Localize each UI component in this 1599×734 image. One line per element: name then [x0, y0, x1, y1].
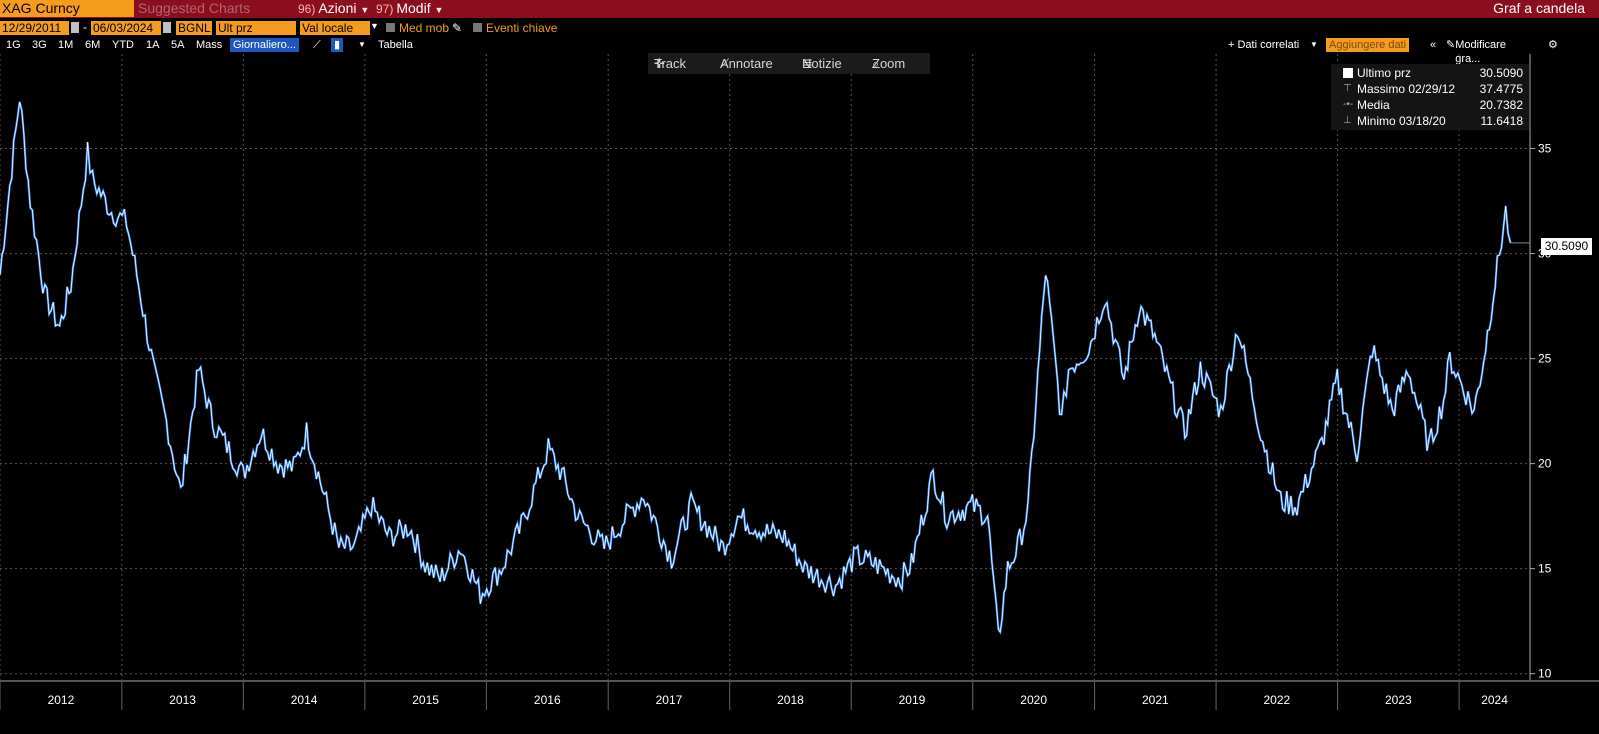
- calendar-icon[interactable]: [163, 22, 171, 33]
- x-tick-label: 2013: [169, 693, 196, 707]
- date-separator: -: [83, 20, 87, 34]
- moving-avg-checkbox[interactable]: [386, 23, 395, 32]
- gear-icon[interactable]: ⚙: [1548, 39, 1558, 51]
- legend-max: ⊤ Massimo 02/29/12 37.4775: [1331, 81, 1529, 97]
- range-1a[interactable]: 1A: [146, 39, 160, 51]
- candle-chart-icon[interactable]: ▮: [331, 38, 344, 52]
- x-tick-label: 2012: [48, 693, 75, 707]
- x-tick-label: 2022: [1263, 693, 1290, 707]
- zoom-label: Zoom: [872, 56, 906, 71]
- moving-avg-label: Med mob: [399, 21, 450, 35]
- end-date-field[interactable]: 06/03/2024: [91, 21, 161, 35]
- price-series-line: [0, 101, 1512, 635]
- legend-min-value: 11.6418: [1480, 114, 1524, 128]
- actions-menu-number: 96): [298, 2, 316, 16]
- max-marker-icon: ⊤: [1343, 83, 1352, 94]
- range-max[interactable]: Mass: [196, 39, 223, 51]
- actions-menu[interactable]: 96) Azioni ▼: [298, 0, 369, 19]
- y-tick-label: 25: [1538, 352, 1552, 366]
- actions-menu-label: Azioni: [318, 0, 357, 16]
- magnifier-icon: ⌕: [872, 56, 880, 71]
- news-icon: ≣: [802, 56, 813, 71]
- chart-legend: Ultimo prz 30.5090 ⊤ Massimo 02/29/12 37…: [1331, 64, 1529, 130]
- track-label: Track: [654, 56, 687, 71]
- last-price-tag: 30.5090: [1541, 238, 1592, 255]
- x-tick-label: 2019: [899, 693, 926, 707]
- chevron-down-icon: ▼: [1310, 40, 1318, 49]
- range-1m[interactable]: 1M: [58, 39, 74, 51]
- currency-select[interactable]: Val locale: [300, 21, 370, 35]
- legend-last-value: 30.5090: [1479, 66, 1523, 80]
- crosshair-icon: ✛: [654, 56, 665, 71]
- price-series-highlight: [0, 101, 1511, 634]
- start-date-field[interactable]: 12/29/2011: [0, 21, 69, 35]
- price-field[interactable]: Ult prz: [216, 21, 296, 35]
- x-tick-label: 2015: [412, 693, 439, 707]
- range-row: 1G 3G 1M 6M YTD 1A 5A Mass Giornaliero..…: [0, 38, 1599, 65]
- legend-avg: -•- Media 20.7382: [1331, 97, 1529, 113]
- pencil-icon: ⟋: [720, 56, 730, 71]
- range-3g[interactable]: 3G: [32, 39, 47, 51]
- edit-menu-label: Modif: [396, 0, 431, 16]
- edit-menu[interactable]: 97) Modif ▼: [376, 0, 443, 19]
- legend-avg-label: Media: [1357, 98, 1390, 112]
- ticker-field[interactable]: XAG Curncy: [0, 0, 134, 17]
- header-bar: XAG Curncy Suggested Charts 96) Azioni ▼ …: [0, 0, 1599, 18]
- legend-avg-value: 20.7382: [1479, 98, 1523, 112]
- add-data-button[interactable]: Aggiungere dati: [1326, 38, 1410, 52]
- chart-type-title: Graf a candela: [1493, 0, 1585, 16]
- legend-max-value: 37.4775: [1479, 82, 1523, 96]
- y-tick-label: 35: [1538, 142, 1552, 156]
- x-tick-label: 2016: [534, 693, 561, 707]
- range-5a[interactable]: 5A: [171, 39, 185, 51]
- line-chart-icon[interactable]: ⟋: [313, 39, 321, 51]
- range-6m[interactable]: 6M: [85, 39, 101, 51]
- x-tick-label: 2024: [1481, 693, 1508, 707]
- legend-min-label: Minimo 03/18/20: [1357, 114, 1446, 128]
- controls-row: 12/29/2011 - 06/03/2024 BGNL Ult prz Val…: [0, 20, 1599, 36]
- avg-marker-icon: -•-: [1343, 99, 1354, 110]
- range-1g[interactable]: 1G: [6, 39, 21, 51]
- x-tick-label: 2014: [291, 693, 318, 707]
- frequency-select[interactable]: Giornaliero...: [230, 38, 299, 52]
- calendar-icon[interactable]: [71, 22, 79, 33]
- edit-menu-number: 97): [376, 2, 394, 16]
- pencil-icon[interactable]: ✎: [452, 21, 463, 35]
- x-tick-label: 2021: [1142, 693, 1169, 707]
- x-tick-label: 2018: [777, 693, 804, 707]
- source-field[interactable]: BGNL: [176, 21, 212, 35]
- x-tick-label: 2020: [1020, 693, 1047, 707]
- chevron-down-icon: ▼: [358, 40, 366, 49]
- chevron-down-icon: ▼: [370, 21, 379, 31]
- news-label: Notizie: [802, 56, 842, 71]
- chart-toolbar: ✛ Track ⟋ Annotare ≣ Notizie ⌕ Zoom: [648, 53, 930, 74]
- legend-max-label: Massimo 02/29/12: [1357, 82, 1456, 96]
- legend-last-label: Ultimo prz: [1357, 66, 1412, 80]
- y-tick-label: 15: [1538, 562, 1552, 576]
- key-events-label: Eventi chiave: [486, 21, 558, 35]
- edit-chart-label: Modificare gra...: [1455, 39, 1506, 65]
- chevron-down-icon: ▼: [434, 5, 444, 15]
- annotate-label: Annotare: [720, 56, 773, 71]
- square-icon: [1343, 68, 1353, 78]
- related-data-button[interactable]: + Dati correlati: [1228, 39, 1300, 51]
- chevron-down-icon: ▼: [360, 5, 370, 15]
- y-tick-label: 10: [1538, 667, 1552, 681]
- x-tick-label: 2017: [656, 693, 683, 707]
- x-tick-label: 2023: [1385, 693, 1412, 707]
- collapse-icon[interactable]: «: [1430, 39, 1437, 51]
- y-tick-label: 20: [1538, 457, 1552, 471]
- range-ytd[interactable]: YTD: [112, 39, 134, 51]
- min-marker-icon: ⊥: [1343, 115, 1352, 126]
- legend-min: ⊥ Minimo 03/18/20 11.6418: [1331, 113, 1529, 129]
- key-events-checkbox[interactable]: [473, 23, 482, 32]
- suggested-charts-menu[interactable]: Suggested Charts: [138, 0, 251, 16]
- table-button[interactable]: Tabella: [378, 39, 413, 51]
- edit-chart-button[interactable]: ✎ Modificare gra...: [1446, 39, 1506, 65]
- legend-last: Ultimo prz 30.5090: [1331, 65, 1529, 81]
